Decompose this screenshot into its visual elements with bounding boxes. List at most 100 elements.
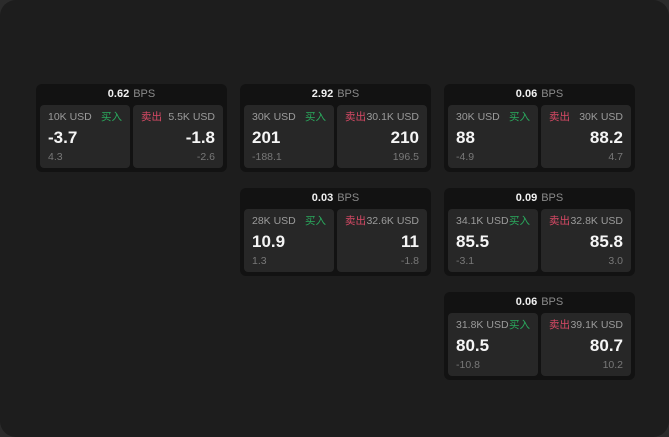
buy-notional: 30K USD bbox=[456, 111, 500, 123]
sell-quote-tile[interactable]: 卖出 30K USD 88.2 4.7 bbox=[541, 105, 631, 168]
buy-delta: -10.8 bbox=[456, 358, 480, 371]
bps-unit-label: BPS bbox=[337, 88, 360, 100]
sell-notional: 39.1K USD bbox=[570, 319, 623, 331]
sell-price: -1.8 bbox=[185, 127, 215, 147]
buy-side-label: 买入 bbox=[509, 111, 530, 123]
sell-delta: 196.5 bbox=[392, 150, 419, 163]
quote-card-5: 0.09 BPS 34.1K USD 买入 85.5 -3.1 卖出 32.8K… bbox=[444, 188, 635, 276]
buy-notional: 31.8K USD bbox=[456, 319, 509, 331]
sell-top-row: 卖出 30.1K USD bbox=[345, 112, 419, 123]
sell-side-label: 卖出 bbox=[549, 215, 570, 227]
card-header: 0.06 BPS bbox=[444, 292, 635, 313]
bps-value: 0.03 bbox=[311, 192, 334, 204]
bps-unit-label: BPS bbox=[133, 88, 156, 100]
buy-delta: -188.1 bbox=[252, 150, 282, 163]
buy-notional: 30K USD bbox=[252, 111, 296, 123]
buy-price: -3.7 bbox=[48, 127, 78, 147]
buy-side-label: 买入 bbox=[509, 319, 530, 331]
sell-top-row: 卖出 39.1K USD bbox=[549, 320, 623, 331]
quote-panels: 31.8K USD 买入 80.5 -10.8 卖出 39.1K USD 80.… bbox=[444, 313, 635, 380]
buy-top-row: 31.8K USD 买入 bbox=[456, 320, 530, 331]
quote-card-6: 0.06 BPS 31.8K USD 买入 80.5 -10.8 卖出 39.1… bbox=[444, 292, 635, 380]
buy-delta: 1.3 bbox=[252, 254, 267, 267]
buy-quote-tile[interactable]: 31.8K USD 买入 80.5 -10.8 bbox=[448, 313, 538, 376]
buy-side-label: 买入 bbox=[305, 215, 326, 227]
buy-top-row: 30K USD 买入 bbox=[456, 112, 530, 123]
buy-notional: 28K USD bbox=[252, 215, 296, 227]
sell-side-label: 卖出 bbox=[345, 215, 366, 227]
quote-panels: 28K USD 买入 10.9 1.3 卖出 32.6K USD 11 -1.8 bbox=[240, 209, 431, 276]
buy-price: 80.5 bbox=[456, 335, 490, 355]
buy-notional: 10K USD bbox=[48, 111, 92, 123]
bps-value: 0.62 bbox=[107, 88, 130, 100]
buy-notional: 34.1K USD bbox=[456, 215, 509, 227]
buy-top-row: 34.1K USD 买入 bbox=[456, 216, 530, 227]
quote-panels: 10K USD 买入 -3.7 4.3 卖出 5.5K USD -1.8 -2.… bbox=[36, 105, 227, 172]
buy-delta: -3.1 bbox=[456, 254, 475, 267]
sell-price: 11 bbox=[401, 231, 419, 251]
sell-notional: 32.8K USD bbox=[570, 215, 623, 227]
sell-notional: 32.6K USD bbox=[366, 215, 419, 227]
quote-panels: 30K USD 买入 201 -188.1 卖出 30.1K USD 210 1… bbox=[240, 105, 431, 172]
quote-card-2: 2.92 BPS 30K USD 买入 201 -188.1 卖出 30.1K … bbox=[240, 84, 431, 172]
sell-quote-tile[interactable]: 卖出 30.1K USD 210 196.5 bbox=[337, 105, 427, 168]
sell-quote-tile[interactable]: 卖出 32.6K USD 11 -1.8 bbox=[337, 209, 427, 272]
sell-delta: 4.7 bbox=[608, 150, 623, 163]
buy-price: 201 bbox=[252, 127, 281, 147]
sell-side-label: 卖出 bbox=[549, 319, 570, 331]
sell-notional: 30.1K USD bbox=[366, 111, 419, 123]
quote-panels: 30K USD 买入 88 -4.9 卖出 30K USD 88.2 4.7 bbox=[444, 105, 635, 172]
sell-price: 88.2 bbox=[589, 127, 623, 147]
buy-side-label: 买入 bbox=[305, 111, 326, 123]
card-header: 0.62 BPS bbox=[36, 84, 227, 105]
card-header: 2.92 BPS bbox=[240, 84, 431, 105]
quote-card-4: 0.03 BPS 28K USD 买入 10.9 1.3 卖出 32.6K US… bbox=[240, 188, 431, 276]
bps-value: 0.09 bbox=[515, 192, 538, 204]
quote-card-1: 0.62 BPS 10K USD 买入 -3.7 4.3 卖出 5.5K USD bbox=[36, 84, 227, 172]
buy-price: 88 bbox=[456, 127, 475, 147]
buy-top-row: 30K USD 买入 bbox=[252, 112, 326, 123]
buy-quote-tile[interactable]: 30K USD 买入 88 -4.9 bbox=[448, 105, 538, 168]
bps-unit-label: BPS bbox=[337, 192, 360, 204]
buy-side-label: 买入 bbox=[101, 111, 122, 123]
sell-side-label: 卖出 bbox=[549, 111, 570, 123]
buy-delta: 4.3 bbox=[48, 150, 63, 163]
buy-delta: -4.9 bbox=[456, 150, 475, 163]
quote-card-grid: 0.62 BPS 10K USD 买入 -3.7 4.3 卖出 5.5K USD bbox=[36, 84, 635, 380]
sell-notional: 5.5K USD bbox=[168, 111, 215, 123]
sell-top-row: 卖出 32.8K USD bbox=[549, 216, 623, 227]
sell-delta: -2.6 bbox=[196, 150, 215, 163]
bps-value: 2.92 bbox=[311, 88, 334, 100]
sell-quote-tile[interactable]: 卖出 39.1K USD 80.7 10.2 bbox=[541, 313, 631, 376]
sell-quote-tile[interactable]: 卖出 5.5K USD -1.8 -2.6 bbox=[133, 105, 223, 168]
sell-delta: 3.0 bbox=[608, 254, 623, 267]
buy-price: 10.9 bbox=[252, 231, 286, 251]
bps-unit-label: BPS bbox=[541, 296, 564, 308]
sell-notional: 30K USD bbox=[579, 111, 623, 123]
buy-quote-tile[interactable]: 30K USD 买入 201 -188.1 bbox=[244, 105, 334, 168]
sell-delta: 10.2 bbox=[602, 358, 623, 371]
bps-value: 0.06 bbox=[515, 88, 538, 100]
quote-card-3: 0.06 BPS 30K USD 买入 88 -4.9 卖出 30K USD bbox=[444, 84, 635, 172]
quote-panels: 34.1K USD 买入 85.5 -3.1 卖出 32.8K USD 85.8… bbox=[444, 209, 635, 276]
buy-quote-tile[interactable]: 28K USD 买入 10.9 1.3 bbox=[244, 209, 334, 272]
sell-side-label: 卖出 bbox=[345, 111, 366, 123]
card-header: 0.06 BPS bbox=[444, 84, 635, 105]
sell-quote-tile[interactable]: 卖出 32.8K USD 85.8 3.0 bbox=[541, 209, 631, 272]
buy-price: 85.5 bbox=[456, 231, 490, 251]
buy-quote-tile[interactable]: 34.1K USD 买入 85.5 -3.1 bbox=[448, 209, 538, 272]
buy-top-row: 28K USD 买入 bbox=[252, 216, 326, 227]
buy-side-label: 买入 bbox=[509, 215, 530, 227]
bps-unit-label: BPS bbox=[541, 88, 564, 100]
sell-price: 210 bbox=[390, 127, 419, 147]
buy-quote-tile[interactable]: 10K USD 买入 -3.7 4.3 bbox=[40, 105, 130, 168]
sell-side-label: 卖出 bbox=[141, 111, 162, 123]
bps-value: 0.06 bbox=[515, 296, 538, 308]
card-header: 0.03 BPS bbox=[240, 188, 431, 209]
sell-top-row: 卖出 5.5K USD bbox=[141, 112, 215, 123]
sell-price: 80.7 bbox=[589, 335, 623, 355]
buy-top-row: 10K USD 买入 bbox=[48, 112, 122, 123]
sell-delta: -1.8 bbox=[400, 254, 419, 267]
sell-price: 85.8 bbox=[589, 231, 623, 251]
sell-top-row: 卖出 32.6K USD bbox=[345, 216, 419, 227]
